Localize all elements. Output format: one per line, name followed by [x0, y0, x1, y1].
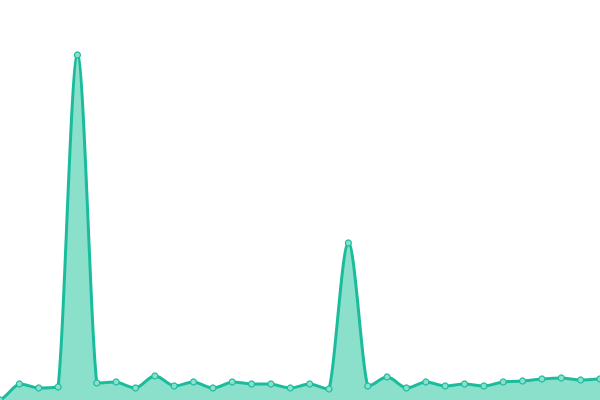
data-point: [0, 396, 4, 400]
data-point: [577, 376, 585, 384]
data-point: [170, 382, 178, 390]
data-point: [151, 372, 159, 380]
data-point: [93, 379, 101, 387]
data-point: [499, 378, 507, 386]
data-point: [112, 378, 120, 386]
data-point: [344, 239, 352, 247]
data-point: [364, 382, 372, 390]
data-point: [518, 377, 527, 385]
data-point: [557, 374, 565, 382]
data-point: [228, 378, 236, 386]
data-point: [402, 384, 411, 392]
data-point: [131, 384, 140, 392]
data-point: [460, 380, 469, 388]
area-fill: [0, 55, 600, 400]
data-point: [248, 380, 256, 388]
data-point: [286, 384, 294, 392]
data-point: [189, 378, 198, 386]
data-point: [596, 375, 600, 383]
data-point: [422, 378, 430, 386]
data-point: [35, 384, 43, 392]
data-markers: [0, 51, 600, 400]
data-point: [325, 385, 333, 393]
data-point: [15, 380, 23, 388]
data-point: [480, 382, 488, 390]
data-point: [209, 384, 217, 392]
data-point: [383, 373, 391, 381]
data-point: [267, 380, 275, 388]
data-point: [306, 380, 314, 388]
data-point: [54, 383, 62, 391]
data-point: [73, 51, 82, 59]
data-point: [538, 375, 546, 383]
data-point: [441, 382, 449, 390]
